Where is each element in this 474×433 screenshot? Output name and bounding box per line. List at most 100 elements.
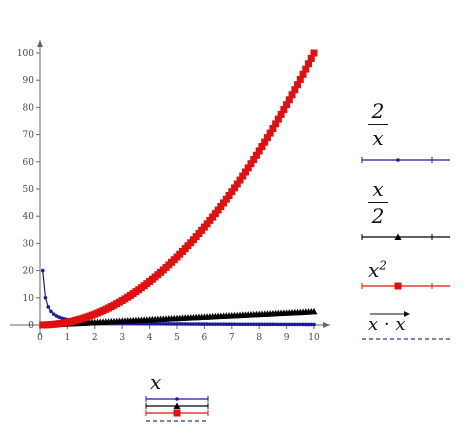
data-point (261, 138, 269, 146)
legend-line-1 (361, 157, 450, 163)
x-tick-label: 3 (119, 333, 125, 343)
data-point (255, 147, 263, 155)
data-point (310, 307, 318, 315)
data-point (273, 322, 278, 327)
y-tick-label: 0 (28, 321, 34, 331)
data-point (60, 316, 64, 321)
data-point (230, 322, 234, 327)
data-point (258, 143, 266, 151)
data-point (158, 321, 163, 326)
legend-line-2 (361, 233, 450, 240)
data-point (291, 86, 299, 94)
data-point (51, 312, 56, 316)
data-point (214, 206, 222, 214)
legend-item-2-over-x: 2 x (360, 100, 470, 178)
data-point (150, 321, 155, 326)
data-point (177, 322, 182, 326)
x-tick-label: 5 (174, 333, 180, 343)
data-point (283, 101, 291, 109)
data-point (40, 268, 45, 273)
data-point (213, 322, 218, 326)
data-point (153, 321, 157, 326)
data-point (228, 188, 236, 196)
data-point (301, 322, 305, 327)
data-point (197, 322, 201, 326)
data-point (288, 91, 296, 99)
data-point (221, 322, 226, 326)
data-point (250, 156, 258, 164)
data-point (312, 322, 316, 327)
legend-xsq-base: x (368, 258, 380, 282)
data-point (232, 322, 237, 327)
x-legend-marker (173, 402, 181, 409)
data-point (205, 322, 209, 326)
data-point (57, 315, 61, 320)
series-line (42, 52, 315, 326)
data-point (49, 309, 53, 314)
legend-marker (394, 282, 402, 290)
data-point (224, 322, 229, 327)
x-tick-label: 0 (37, 333, 43, 343)
data-point (257, 322, 262, 327)
data-point (217, 203, 225, 211)
legend-2x-denominator: x (372, 126, 384, 150)
data-point (272, 120, 280, 128)
data-point (216, 322, 220, 326)
data-point (239, 172, 247, 180)
data-point (188, 322, 193, 326)
data-point (202, 322, 207, 326)
data-point (222, 195, 230, 203)
data-point (310, 49, 318, 57)
data-point (280, 106, 288, 114)
series-2 (39, 307, 318, 328)
data-point (247, 160, 255, 168)
data-point (276, 322, 281, 327)
data-point (43, 296, 48, 300)
x-tick-label: 7 (229, 333, 235, 343)
x-tick-label: 8 (256, 333, 262, 343)
data-point (210, 322, 215, 326)
y-tick-label: 10 (23, 294, 35, 304)
data-point (307, 54, 315, 62)
data-point (252, 151, 260, 159)
data-point (274, 115, 282, 123)
x-tick-label: 10 (308, 333, 320, 343)
data-point (268, 322, 272, 327)
y-tick-label: 40 (23, 212, 35, 222)
x-tick-label: 1 (65, 333, 71, 343)
series-layer (39, 49, 450, 340)
data-point (235, 322, 240, 327)
data-point (172, 322, 177, 326)
data-point (251, 322, 256, 327)
y-tick-label: 50 (23, 185, 35, 195)
data-point (282, 322, 286, 327)
data-point (244, 164, 252, 172)
series-4 (42, 52, 315, 326)
data-point (296, 76, 304, 84)
data-point (306, 322, 311, 327)
legend-xsq-exponent: 2 (379, 258, 387, 273)
legend-xdotx-expr: x · x (368, 314, 406, 335)
data-point (262, 322, 267, 327)
data-point (243, 322, 248, 327)
legend-line-3 (361, 282, 450, 290)
y-tick-label: 20 (23, 267, 35, 277)
data-point (238, 322, 242, 327)
y-axis-arrow (37, 40, 43, 47)
data-point (309, 322, 314, 327)
legend-item-x-over-2: x 2 (360, 178, 470, 256)
y-tick-label: 70 (23, 131, 35, 141)
data-point (54, 314, 59, 318)
data-point (46, 305, 51, 309)
legend-item-x-dot-x: x · x (360, 304, 470, 344)
data-point (254, 322, 259, 327)
data-point (298, 322, 303, 327)
data-point (169, 322, 174, 326)
data-point (225, 192, 233, 200)
vectorize-arrow-icon (370, 306, 410, 317)
data-point (263, 134, 271, 142)
data-point (233, 180, 241, 188)
data-point (211, 210, 219, 218)
x-axis-arrow (323, 322, 330, 328)
